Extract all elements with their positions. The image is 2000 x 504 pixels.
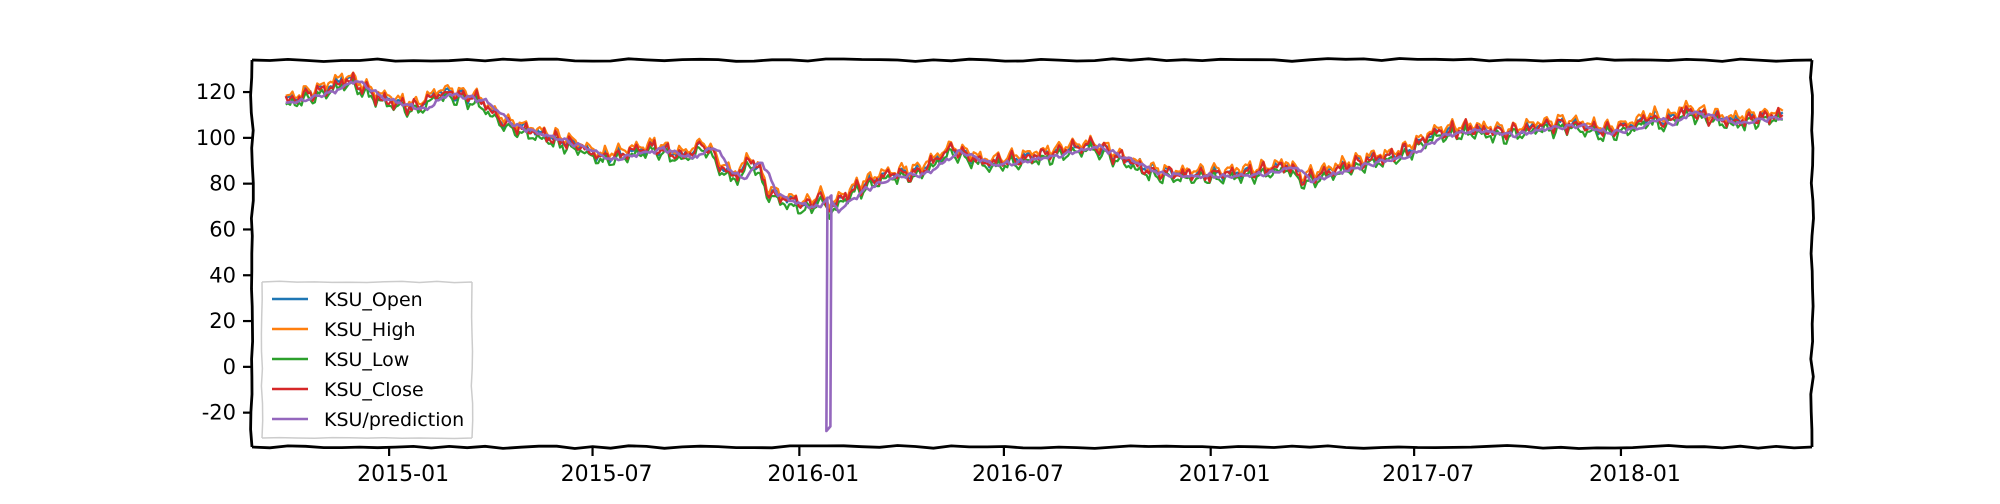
series-line-ksu-close — [284, 71, 1784, 213]
x-tick-label: 2018-01 — [1589, 462, 1681, 487]
x-tick-label: 2016-07 — [972, 462, 1064, 487]
x-axis: 2015-01 2015-07 2016-01 2016-07 2017-01 2017-… — [357, 447, 1681, 487]
x-tick-label: 2015-07 — [561, 462, 653, 487]
series-line-ksu-low — [285, 77, 1783, 220]
x-tick-label: 2015-01 — [357, 462, 449, 487]
series-line-ksu-prediction — [285, 80, 1783, 433]
legend-entry: KSU_Close — [272, 379, 424, 401]
series-line-ksu-open — [285, 72, 1784, 213]
y-tick-label: 60 — [209, 217, 236, 241]
series-line-ksu-high — [285, 71, 1784, 210]
series-layer — [284, 71, 1784, 433]
legend-label: KSU_Low — [324, 349, 409, 371]
legend-label: KSU_High — [324, 319, 416, 341]
legend-box — [260, 280, 474, 440]
legend-items: KSU_Open KSU_High KSU_Low KSU_Close KSU/pred… — [272, 289, 464, 431]
legend: KSU_Open KSU_High KSU_Low KSU_Close KSU/pred… — [260, 280, 474, 440]
y-tick-label: -20 — [202, 401, 236, 425]
legend-label: KSU_Open — [324, 289, 423, 311]
y-axis: 120 100 80 60 40 20 0 -20 — [196, 80, 252, 425]
legend-label: KSU_Close — [324, 379, 424, 401]
y-tick-label: 40 — [209, 263, 236, 287]
y-tick-label: 0 — [223, 355, 236, 379]
axes-frame — [249, 57, 1815, 450]
y-tick-label: 100 — [196, 126, 236, 150]
legend-entry: KSU_Low — [272, 349, 409, 371]
x-tick-label: 2017-07 — [1382, 462, 1474, 487]
x-tick-label: 2016-01 — [767, 462, 859, 487]
y-tick-label: 80 — [209, 172, 236, 196]
legend-label: KSU/prediction — [324, 409, 464, 431]
y-tick-label: 120 — [196, 80, 236, 104]
y-tick-label: 20 — [209, 309, 236, 333]
legend-entry: KSU_High — [272, 319, 416, 341]
legend-entry: KSU_Open — [272, 289, 423, 311]
legend-entry: KSU/prediction — [272, 409, 464, 431]
x-tick-label: 2017-01 — [1179, 462, 1271, 487]
